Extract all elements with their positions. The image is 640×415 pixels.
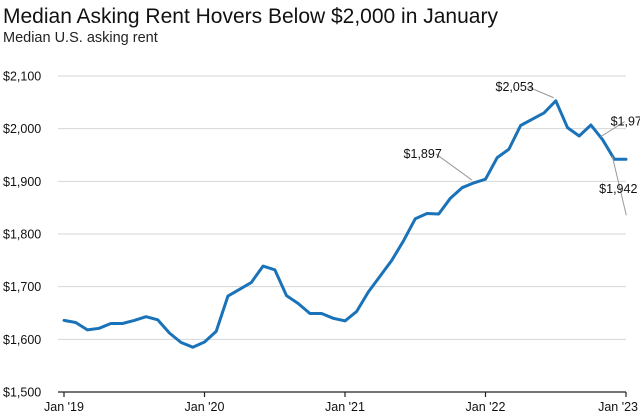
annotation-leader (611, 156, 627, 216)
annotation-leader (527, 86, 554, 99)
x-tick-label: Jan '23 (598, 400, 638, 414)
y-tick-label: $1,700 (3, 280, 41, 294)
x-tick-label: Jan '21 (325, 400, 365, 414)
annotation-label: $1,942 (599, 182, 637, 196)
annotation-label: $2,053 (496, 80, 534, 94)
x-tick-label: Jan '20 (185, 400, 225, 414)
annotation-label: $1,897 (404, 147, 442, 161)
x-axis-ticks: Jan '19 Jan '20 Jan '21 Jan '22 Jan '23 (44, 392, 638, 414)
annotation-label: $1,979 (611, 115, 640, 129)
y-tick-label: $1,900 (3, 175, 41, 189)
chart-title: Median Asking Rent Hovers Below $2,000 i… (3, 5, 498, 28)
annotations: $1,897 $2,053 $1,979 $1,942 (404, 80, 640, 216)
annotation-leader (600, 121, 625, 138)
y-tick-label: $1,800 (3, 228, 41, 242)
x-tick-label: Jan '22 (466, 400, 506, 414)
y-tick-label: $1,500 (3, 386, 41, 400)
x-tick-label: Jan '19 (44, 400, 84, 414)
chart-subtitle: Median U.S. asking rent (3, 30, 158, 46)
y-tick-label: $2,100 (3, 70, 41, 84)
y-tick-label: $2,000 (3, 122, 41, 136)
gridlines (58, 75, 626, 340)
annotation-leader (435, 153, 473, 181)
y-tick-label: $1,600 (3, 333, 41, 347)
y-axis-ticks: $1,500 $1,600 $1,700 $1,800 $1,900 $2,000 $2,1… (3, 70, 41, 400)
series-line-median-rent (62, 99, 628, 349)
